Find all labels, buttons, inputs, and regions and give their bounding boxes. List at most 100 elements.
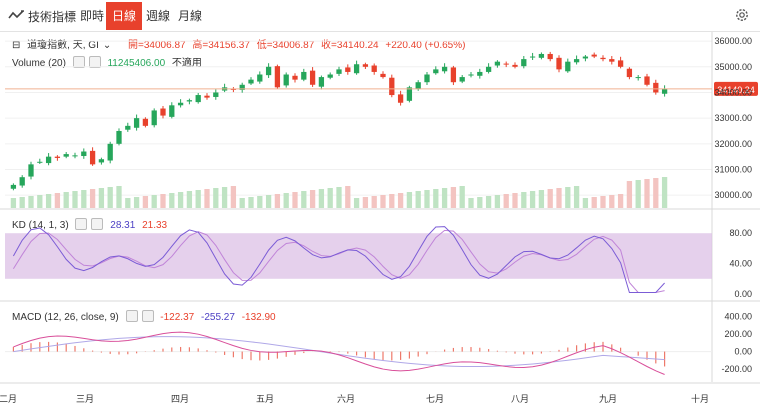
candle-body: [177, 102, 184, 106]
candle-body: [556, 57, 562, 70]
candle-body: [345, 67, 351, 72]
volume-bar: [213, 188, 219, 208]
month-axis-label: 六月: [337, 393, 355, 404]
candle-body: [353, 64, 360, 74]
close-icon[interactable]: [141, 310, 154, 322]
candle-body: [653, 82, 659, 93]
settings-icon[interactable]: [72, 56, 85, 68]
kd-axis-label: 40.00: [729, 259, 752, 269]
candle-body: [389, 77, 395, 96]
candle-body: [661, 88, 668, 94]
candle-body: [28, 164, 34, 177]
tab-weekly[interactable]: 週線: [146, 9, 171, 23]
settings-icon[interactable]: [125, 310, 138, 322]
month-axis-label: 五月: [256, 394, 274, 404]
volume-bar: [265, 195, 272, 208]
candle-body: [265, 66, 272, 76]
volume-bar: [160, 194, 166, 208]
candle-body: [582, 56, 589, 59]
candle-body: [573, 59, 580, 63]
price-axis-label: 33000.00: [714, 113, 752, 123]
candle-body: [459, 77, 465, 82]
volume-bar: [292, 192, 298, 208]
volume-label: Volume (20): [12, 58, 66, 69]
volume-bar: [529, 191, 536, 208]
volume-bar: [582, 198, 589, 208]
macd-hist-value: -122.37: [160, 312, 195, 323]
macd-legend: MACD (12, 26, close, 9) -122.37 -255.27 …: [12, 310, 280, 323]
candle-body: [195, 95, 201, 103]
volume-bar: [63, 192, 69, 208]
volume-bar: [125, 198, 131, 208]
volume-bar: [477, 197, 483, 208]
candle-body: [450, 67, 457, 83]
tab-realtime[interactable]: 即時: [80, 9, 105, 23]
candle-body: [626, 68, 633, 78]
volume-bar: [591, 197, 597, 208]
last-price-label: 34140.24: [717, 85, 755, 95]
month-axis-label: 三月: [76, 394, 94, 404]
candle-body: [142, 118, 149, 126]
settings-icon[interactable]: [75, 218, 88, 230]
volume-bar: [635, 180, 641, 208]
low-value: 低=34006.87: [256, 40, 315, 51]
volume-bar: [468, 198, 474, 208]
volume-bar: [353, 198, 360, 208]
tab-daily[interactable]: 日線: [106, 2, 143, 30]
candle-body: [292, 75, 298, 80]
candle-body: [151, 110, 157, 126]
macd-signal-value: -132.90: [241, 312, 276, 323]
price-legend: ⊟ 道瓊指數, 天, GI ⌄ 開=34006.87 高=34156.37 低=3…: [12, 36, 469, 51]
volume-bar: [248, 197, 254, 208]
volume-bar: [371, 196, 377, 208]
volume-bar: [116, 186, 122, 208]
volume-bar: [521, 192, 527, 208]
candle-body: [485, 66, 492, 72]
chevron-down-icon[interactable]: ⌄: [102, 40, 112, 51]
volume-bar: [600, 196, 606, 208]
volume-bar: [204, 189, 210, 208]
tab-monthly[interactable]: 月線: [178, 9, 203, 23]
candle-body: [547, 53, 553, 60]
close-icon[interactable]: [88, 56, 101, 68]
chart-area[interactable]: 34140.24 36000.00 35000.00 34000.00 33000.00…: [0, 32, 760, 411]
close-icon[interactable]: [91, 218, 104, 230]
month-axis-label: 九月: [599, 394, 617, 404]
candle-body: [81, 151, 87, 157]
price-axis-label: 30000.00: [714, 190, 752, 200]
candle-body: [380, 73, 386, 78]
candle-body: [635, 77, 641, 79]
volume-bar: [609, 195, 615, 208]
candle-body: [600, 57, 606, 60]
candle-body: [617, 60, 624, 67]
volume-bar: [617, 194, 624, 208]
candle-body: [318, 77, 325, 87]
macd-label: MACD (12, 26, close, 9): [12, 312, 119, 323]
symbol-label[interactable]: 道瓊指數, 天, GI: [27, 40, 99, 51]
candle-body: [213, 92, 219, 97]
macd-axis-label: -200.00: [721, 364, 752, 374]
candle-body: [10, 184, 17, 189]
volume-bar: [309, 190, 316, 208]
volume-bar: [424, 190, 430, 208]
candle-body: [406, 87, 413, 101]
volume-bar: [257, 196, 263, 208]
candle-body: [644, 76, 650, 85]
kd-k-line: [12, 226, 665, 293]
candle-body: [186, 100, 193, 102]
month-axis-label: 十月: [691, 393, 709, 404]
candle-body: [19, 177, 25, 186]
collapse-icon[interactable]: ⊟: [12, 40, 21, 51]
kd-k-value: 28.31: [110, 220, 136, 231]
candle-body: [424, 74, 430, 83]
candle-body: [274, 66, 281, 88]
volume-bar: [389, 194, 395, 208]
volume-bar: [221, 187, 228, 208]
candle-body: [239, 84, 245, 90]
gear-icon[interactable]: [734, 7, 750, 23]
volume-bar: [81, 190, 87, 208]
volume-bar: [441, 188, 448, 208]
high-value: 高=34156.37: [192, 40, 250, 51]
candle-body: [204, 95, 210, 98]
volume-bar: [644, 179, 650, 208]
